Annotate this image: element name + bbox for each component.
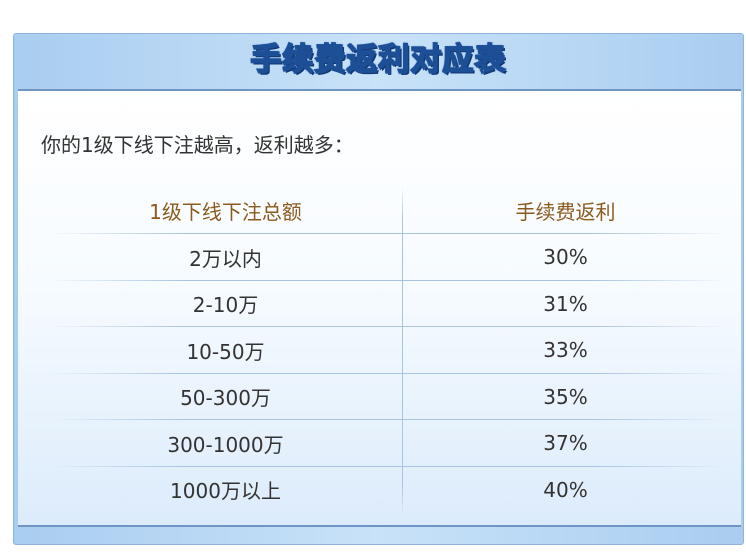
table-row: 300-1000万 37% — [48, 420, 728, 467]
row-separator — [48, 372, 728, 374]
rebate-cell: 31% — [543, 291, 588, 316]
intro-text: 你的1级下线下注越高，返利越多： — [41, 133, 354, 157]
header-bet-total: 1级下线下注总额 — [149, 199, 302, 224]
bet-total-cell: 2万以内 — [189, 246, 262, 271]
bet-total-cell: 300-1000万 — [167, 432, 284, 457]
table-row: 2-10万 31% — [48, 281, 728, 327]
row-separator — [48, 419, 728, 420]
bet-total-cell: 50-300万 — [180, 386, 271, 411]
row-separator — [48, 233, 728, 234]
table-row: 2万以内 30% — [48, 234, 728, 281]
panel-body: 你的1级下线下注越高，返利越多： 1级下线下注总额 手续费返利 2万以内 30%… — [18, 89, 741, 527]
bet-total-cell: 10-50万 — [186, 339, 265, 364]
table-header-row: 1级下线下注总额 手续费返利 — [48, 186, 728, 234]
row-separator — [48, 326, 728, 327]
row-separator — [48, 279, 728, 281]
table-row: 50-300万 35% — [48, 374, 728, 420]
rebate-cell: 33% — [543, 338, 588, 363]
rebate-cell: 35% — [543, 384, 588, 409]
rebate-table: 1级下线下注总额 手续费返利 2万以内 30% 2-10万 31% 10-50万… — [48, 186, 728, 516]
rebate-cell: 37% — [543, 431, 588, 456]
panel-header: 手续费返利对应表 — [14, 34, 743, 88]
rebate-cell: 40% — [543, 477, 588, 502]
panel-title: 手续费返利对应表 — [240, 40, 517, 80]
rebate-panel: 手续费返利对应表 你的1级下线下注越高，返利越多： 1级下线下注总额 手续费返利… — [13, 33, 744, 545]
bet-total-cell: 1000万以上 — [170, 479, 281, 504]
column-divider — [402, 186, 403, 516]
table-row: 10-50万 33% — [48, 327, 728, 374]
bet-total-cell: 2-10万 — [192, 293, 259, 318]
table-row: 1000万以上 40% — [48, 467, 728, 514]
rebate-cell: 30% — [543, 245, 588, 270]
header-rebate: 手续费返利 — [515, 199, 616, 224]
row-separator — [48, 465, 728, 467]
